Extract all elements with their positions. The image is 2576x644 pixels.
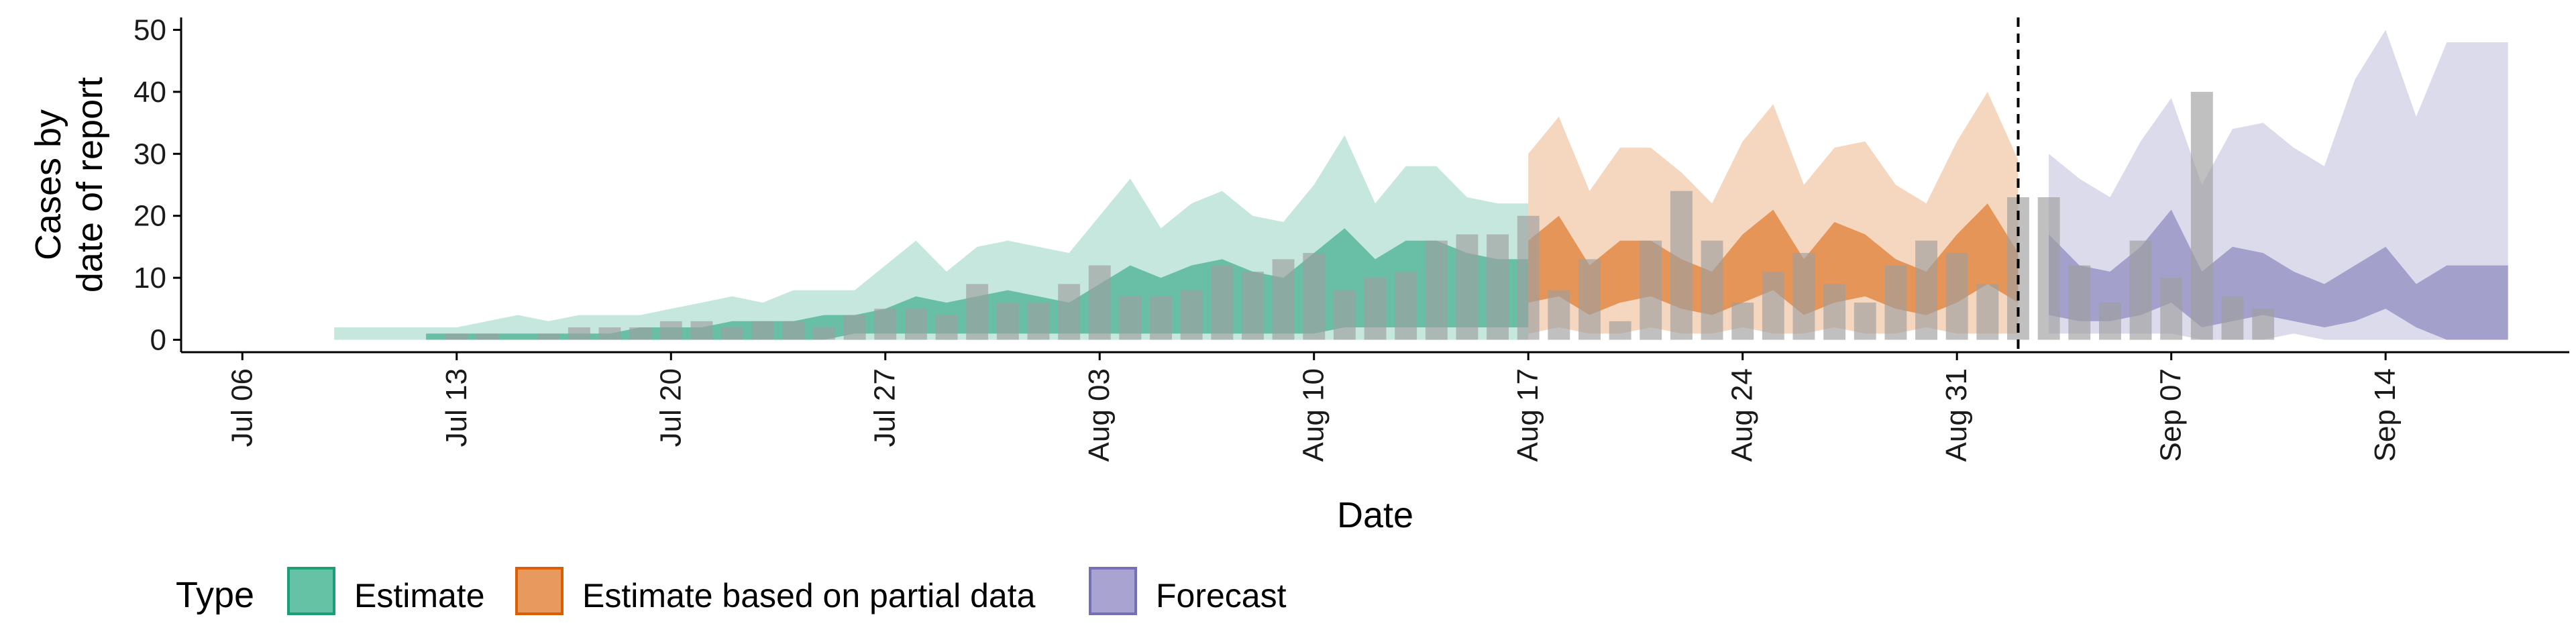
case-bar [2221,296,2244,340]
y-tick-label: 20 [133,200,166,233]
case-bar [874,309,897,340]
x-tick-label: Jul 20 [654,368,687,447]
case-bar [2160,278,2183,340]
case-bar [2037,197,2060,340]
x-axis-title: Date [1337,495,1413,535]
case-bar [1180,290,1203,340]
x-tick-label: Sep 07 [2155,368,2188,462]
case-bar [1027,303,1050,340]
case-bar [629,327,652,340]
case-bar [1976,284,1999,340]
y-tick-label: 10 [133,262,166,294]
case-bar [751,321,774,340]
case-bar [1303,253,1326,340]
case-bar [1640,240,1662,340]
legend-key [1089,567,1137,615]
case-bar [1364,278,1387,340]
case-bar [1915,240,1937,340]
case-bar [1242,271,1264,340]
case-bar [2190,91,2213,340]
y-axis-title: Cases bydate of report [28,77,110,292]
x-tick-label: Jul 27 [869,368,902,447]
case-bar [1150,296,1172,340]
legend-title: Type [176,575,254,615]
case-bar [935,315,958,340]
y-tick-label: 50 [133,13,166,46]
legend-label: Estimate [354,577,485,614]
case-bar [1058,284,1081,340]
case-bar [1395,271,1417,340]
case-bar [1854,303,1876,340]
x-tick-label: Jul 13 [440,368,473,447]
case-bar [476,333,498,340]
y-tick-label: 0 [150,324,166,357]
case-bar [1088,265,1111,340]
case-bar [1578,259,1601,340]
case-bar [2252,309,2275,340]
case-bar [1792,253,1815,340]
case-bar [445,333,468,340]
y-tick-label: 40 [133,76,166,109]
forecast-inner-band [2049,209,2508,340]
case-bar [1548,290,1570,340]
case-bar [1884,265,1907,340]
x-tick-label: Aug 03 [1083,368,1116,462]
case-bar [1670,191,1693,340]
case-bar [843,315,866,340]
case-bar [598,327,621,340]
case-bar [1731,303,1754,340]
case-bar [1272,259,1295,340]
case-bar [2068,265,2091,340]
case-bar [2099,303,2121,340]
case-bar [966,284,989,340]
case-bar [690,321,713,340]
case-bar [1119,296,1142,340]
case-bar [1211,265,1234,340]
case-bar [905,309,927,340]
case-bar [537,333,560,340]
x-tick-label: Jul 06 [225,368,258,447]
y-tick-label: 30 [133,138,166,170]
case-bar [1823,284,1846,340]
bar-layer [445,91,2275,340]
case-bar [2129,240,2152,340]
legend-label: Estimate based on partial data [582,577,1036,614]
case-bar [1762,271,1784,340]
case-bar [659,321,682,340]
case-bar [996,303,1019,340]
x-tick-label: Aug 17 [1511,368,1544,462]
legend: Type Estimate Estimate based on partial da… [176,567,1287,615]
case-bar [1487,234,1509,340]
case-bar [1945,253,1968,340]
case-bar [1609,321,1631,340]
case-bar [1333,290,1356,340]
case-bar [568,327,590,340]
y-axis-title-line: date of report [70,77,110,292]
x-tick-label: Aug 31 [1940,368,1973,462]
case-bar [1701,240,1723,340]
case-bar [1456,234,1479,340]
case-bar [782,321,805,340]
case-bar [1517,215,1540,340]
y-axis-title-line: Cases by [28,109,68,260]
case-bar [1425,240,1448,340]
axes-layer: 0 10 20 30 40 50 Jul 06 Jul 13 Jul 20 Jul 27 Aug 0… [28,13,2569,535]
case-bar [721,327,743,340]
case-bar [813,327,835,340]
x-tick-label: Sep 14 [2369,368,2402,462]
x-tick-label: Aug 24 [1726,368,1759,462]
legend-key [515,567,564,615]
x-tick-label: Aug 10 [1297,368,1330,462]
legend-label: Forecast [1156,577,1287,614]
legend-key [287,567,335,615]
